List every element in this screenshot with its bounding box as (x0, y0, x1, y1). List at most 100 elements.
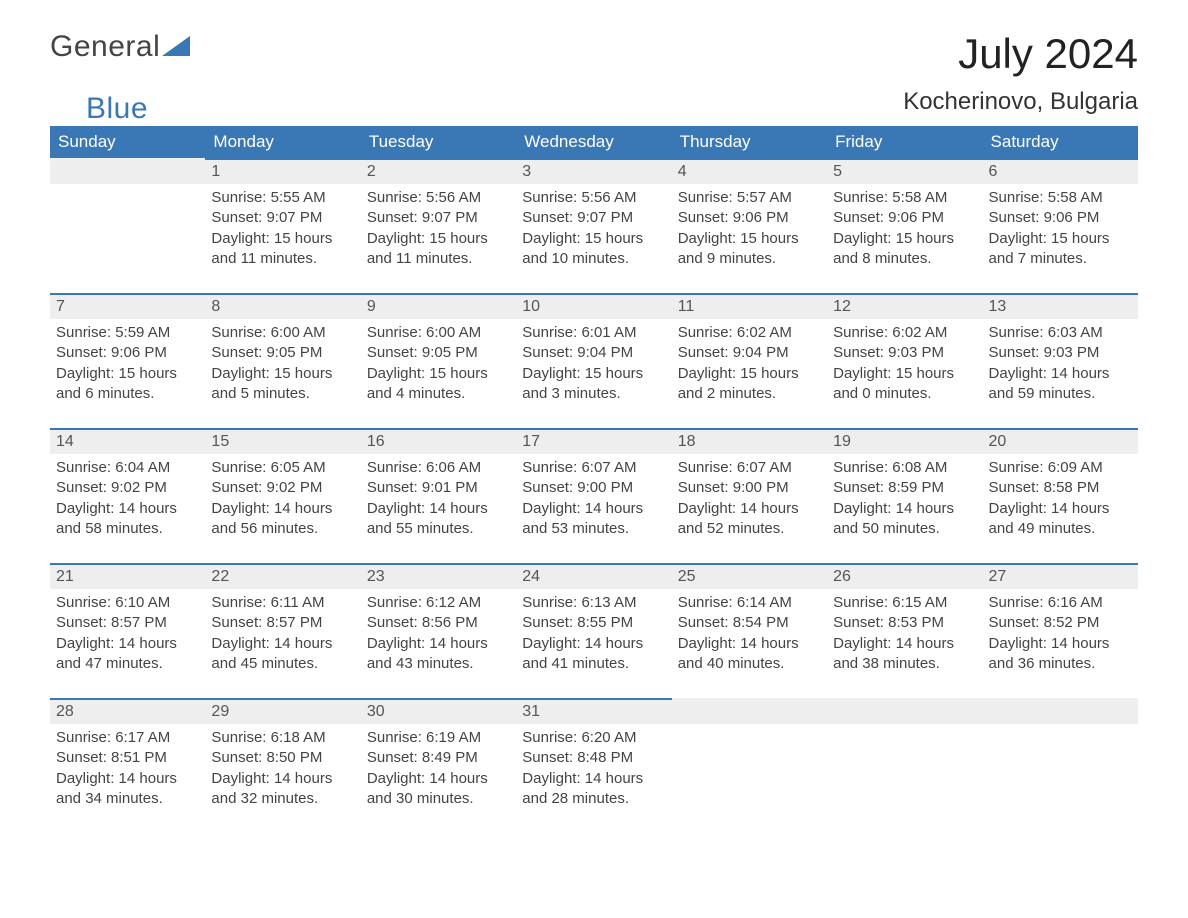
empty-cell (827, 698, 982, 833)
day-cell: 23Sunrise: 6:12 AMSunset: 8:56 PMDayligh… (361, 563, 516, 698)
day-details: Sunrise: 6:03 AMSunset: 9:03 PMDaylight:… (983, 319, 1138, 428)
day-cell: 26Sunrise: 6:15 AMSunset: 8:53 PMDayligh… (827, 563, 982, 698)
day-number: 11 (672, 293, 827, 319)
sunset-line: Sunset: 8:54 PM (678, 613, 821, 633)
sunset-line: Sunset: 9:06 PM (678, 208, 821, 228)
sunrise-line: Sunrise: 6:18 AM (211, 728, 354, 748)
calendar-week-row: 28Sunrise: 6:17 AMSunset: 8:51 PMDayligh… (50, 698, 1138, 833)
column-header: Sunday (50, 126, 205, 158)
day-details: Sunrise: 6:01 AMSunset: 9:04 PMDaylight:… (516, 319, 671, 428)
logo: General (50, 30, 192, 64)
day-details: Sunrise: 5:59 AMSunset: 9:06 PMDaylight:… (50, 319, 205, 428)
sunrise-line: Sunrise: 5:59 AM (56, 323, 199, 343)
day-number (50, 158, 205, 184)
daylight-line: Daylight: 14 hours and 41 minutes. (522, 634, 665, 675)
sunset-line: Sunset: 9:01 PM (367, 478, 510, 498)
day-cell: 27Sunrise: 6:16 AMSunset: 8:52 PMDayligh… (983, 563, 1138, 698)
column-header: Tuesday (361, 126, 516, 158)
sunrise-line: Sunrise: 6:10 AM (56, 593, 199, 613)
sunrise-line: Sunrise: 6:08 AM (833, 458, 976, 478)
calendar-table: SundayMondayTuesdayWednesdayThursdayFrid… (50, 126, 1138, 833)
day-number: 13 (983, 293, 1138, 319)
day-details: Sunrise: 5:57 AMSunset: 9:06 PMDaylight:… (672, 184, 827, 293)
sunset-line: Sunset: 9:03 PM (989, 343, 1132, 363)
daylight-line: Daylight: 15 hours and 7 minutes. (989, 229, 1132, 270)
sunrise-line: Sunrise: 6:00 AM (211, 323, 354, 343)
day-number: 21 (50, 563, 205, 589)
sunset-line: Sunset: 9:06 PM (989, 208, 1132, 228)
day-cell: 12Sunrise: 6:02 AMSunset: 9:03 PMDayligh… (827, 293, 982, 428)
sunrise-line: Sunrise: 6:04 AM (56, 458, 199, 478)
day-number: 3 (516, 158, 671, 184)
sunset-line: Sunset: 8:59 PM (833, 478, 976, 498)
day-cell: 3Sunrise: 5:56 AMSunset: 9:07 PMDaylight… (516, 158, 671, 293)
column-header: Saturday (983, 126, 1138, 158)
day-cell: 22Sunrise: 6:11 AMSunset: 8:57 PMDayligh… (205, 563, 360, 698)
daylight-line: Daylight: 15 hours and 6 minutes. (56, 364, 199, 405)
daylight-line: Daylight: 14 hours and 56 minutes. (211, 499, 354, 540)
day-cell: 8Sunrise: 6:00 AMSunset: 9:05 PMDaylight… (205, 293, 360, 428)
day-number: 30 (361, 698, 516, 724)
day-number (827, 698, 982, 724)
day-cell: 5Sunrise: 5:58 AMSunset: 9:06 PMDaylight… (827, 158, 982, 293)
sunset-line: Sunset: 9:02 PM (211, 478, 354, 498)
day-number: 1 (205, 158, 360, 184)
day-number: 27 (983, 563, 1138, 589)
day-cell: 28Sunrise: 6:17 AMSunset: 8:51 PMDayligh… (50, 698, 205, 833)
day-number: 8 (205, 293, 360, 319)
day-number: 23 (361, 563, 516, 589)
sunrise-line: Sunrise: 6:02 AM (833, 323, 976, 343)
day-details: Sunrise: 6:17 AMSunset: 8:51 PMDaylight:… (50, 724, 205, 833)
day-number: 16 (361, 428, 516, 454)
day-cell: 9Sunrise: 6:00 AMSunset: 9:05 PMDaylight… (361, 293, 516, 428)
sunset-line: Sunset: 9:00 PM (678, 478, 821, 498)
calendar-week-row: 7Sunrise: 5:59 AMSunset: 9:06 PMDaylight… (50, 293, 1138, 428)
daylight-line: Daylight: 15 hours and 11 minutes. (367, 229, 510, 270)
daylight-line: Daylight: 14 hours and 59 minutes. (989, 364, 1132, 405)
sunset-line: Sunset: 8:50 PM (211, 748, 354, 768)
day-number: 7 (50, 293, 205, 319)
sunset-line: Sunset: 9:07 PM (522, 208, 665, 228)
sunrise-line: Sunrise: 6:01 AM (522, 323, 665, 343)
daylight-line: Daylight: 14 hours and 40 minutes. (678, 634, 821, 675)
sunset-line: Sunset: 9:07 PM (367, 208, 510, 228)
daylight-line: Daylight: 14 hours and 30 minutes. (367, 769, 510, 810)
day-details (827, 724, 982, 784)
day-cell: 7Sunrise: 5:59 AMSunset: 9:06 PMDaylight… (50, 293, 205, 428)
day-number: 20 (983, 428, 1138, 454)
sunset-line: Sunset: 8:57 PM (211, 613, 354, 633)
day-details: Sunrise: 6:12 AMSunset: 8:56 PMDaylight:… (361, 589, 516, 698)
day-details: Sunrise: 6:08 AMSunset: 8:59 PMDaylight:… (827, 454, 982, 563)
day-details: Sunrise: 5:58 AMSunset: 9:06 PMDaylight:… (983, 184, 1138, 293)
day-details: Sunrise: 5:56 AMSunset: 9:07 PMDaylight:… (361, 184, 516, 293)
sunrise-line: Sunrise: 5:58 AM (989, 188, 1132, 208)
sunset-line: Sunset: 8:53 PM (833, 613, 976, 633)
daylight-line: Daylight: 15 hours and 11 minutes. (211, 229, 354, 270)
sunrise-line: Sunrise: 6:20 AM (522, 728, 665, 748)
day-number: 29 (205, 698, 360, 724)
day-details: Sunrise: 6:14 AMSunset: 8:54 PMDaylight:… (672, 589, 827, 698)
sunset-line: Sunset: 8:48 PM (522, 748, 665, 768)
day-details: Sunrise: 6:00 AMSunset: 9:05 PMDaylight:… (205, 319, 360, 428)
daylight-line: Daylight: 15 hours and 10 minutes. (522, 229, 665, 270)
day-details (983, 724, 1138, 784)
day-cell: 17Sunrise: 6:07 AMSunset: 9:00 PMDayligh… (516, 428, 671, 563)
daylight-line: Daylight: 15 hours and 8 minutes. (833, 229, 976, 270)
sunset-line: Sunset: 9:07 PM (211, 208, 354, 228)
day-number (983, 698, 1138, 724)
day-number: 31 (516, 698, 671, 724)
sunrise-line: Sunrise: 6:19 AM (367, 728, 510, 748)
sunrise-line: Sunrise: 6:03 AM (989, 323, 1132, 343)
day-number: 25 (672, 563, 827, 589)
day-number: 15 (205, 428, 360, 454)
day-details: Sunrise: 6:07 AMSunset: 9:00 PMDaylight:… (516, 454, 671, 563)
day-cell: 25Sunrise: 6:14 AMSunset: 8:54 PMDayligh… (672, 563, 827, 698)
sunset-line: Sunset: 9:05 PM (211, 343, 354, 363)
daylight-line: Daylight: 15 hours and 2 minutes. (678, 364, 821, 405)
day-cell: 11Sunrise: 6:02 AMSunset: 9:04 PMDayligh… (672, 293, 827, 428)
sunrise-line: Sunrise: 5:57 AM (678, 188, 821, 208)
sunrise-line: Sunrise: 6:05 AM (211, 458, 354, 478)
sunset-line: Sunset: 9:02 PM (56, 478, 199, 498)
calendar-week-row: 21 Sunrise: 6:10 AM Sunset: 8:57 PM Dayligh… (50, 563, 1138, 698)
day-cell: 16Sunrise: 6:06 AMSunset: 9:01 PMDayligh… (361, 428, 516, 563)
